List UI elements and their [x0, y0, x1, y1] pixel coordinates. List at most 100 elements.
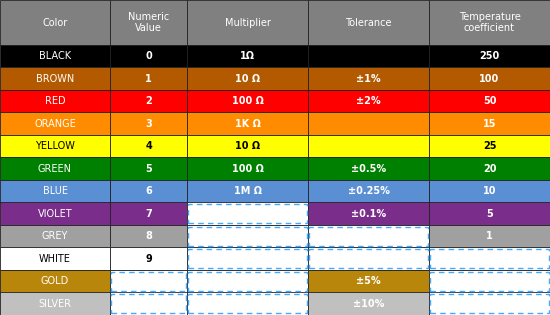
Bar: [0, 158, 110, 180]
Text: 25: 25: [483, 141, 496, 151]
Text: ±10%: ±10%: [353, 299, 384, 309]
Bar: [111, 272, 186, 291]
Bar: [110, 112, 187, 135]
Text: Color: Color: [42, 18, 68, 27]
Bar: [0, 203, 110, 225]
Bar: [429, 45, 550, 67]
Bar: [0, 180, 110, 203]
Bar: [187, 112, 308, 135]
Text: 100: 100: [480, 74, 499, 84]
Text: 20: 20: [483, 164, 496, 174]
Bar: [110, 225, 187, 248]
Text: 1: 1: [145, 74, 152, 84]
Bar: [187, 67, 308, 90]
Text: 250: 250: [480, 51, 499, 61]
Bar: [429, 0, 550, 45]
Bar: [0, 293, 110, 315]
Bar: [111, 294, 186, 313]
Bar: [0, 67, 110, 90]
Text: GREEN: GREEN: [38, 164, 72, 174]
Bar: [187, 203, 308, 225]
Bar: [110, 203, 187, 225]
Text: WHITE: WHITE: [39, 254, 71, 264]
Bar: [429, 112, 550, 135]
Bar: [110, 135, 187, 158]
Text: 1Ω: 1Ω: [240, 51, 255, 61]
Bar: [187, 90, 308, 112]
Text: 3: 3: [145, 119, 152, 129]
Bar: [309, 249, 428, 268]
Text: ±0.25%: ±0.25%: [348, 186, 389, 196]
Text: 2: 2: [145, 96, 152, 106]
Bar: [430, 249, 549, 268]
Text: 5: 5: [486, 209, 493, 219]
Text: BLUE: BLUE: [42, 186, 68, 196]
Bar: [0, 135, 110, 158]
Text: VIOLET: VIOLET: [38, 209, 72, 219]
Bar: [110, 0, 187, 45]
Bar: [110, 90, 187, 112]
Bar: [308, 293, 429, 315]
Bar: [0, 248, 110, 270]
Text: 8: 8: [145, 231, 152, 241]
Text: 1K Ω: 1K Ω: [234, 119, 261, 129]
Text: RED: RED: [45, 96, 65, 106]
Bar: [429, 67, 550, 90]
Bar: [187, 248, 308, 270]
Text: GREY: GREY: [42, 231, 68, 241]
Text: 10 Ω: 10 Ω: [235, 74, 260, 84]
Bar: [110, 248, 187, 270]
Text: 5: 5: [145, 164, 152, 174]
Text: Multiplier: Multiplier: [224, 18, 271, 27]
Bar: [429, 180, 550, 203]
Bar: [110, 293, 187, 315]
Bar: [429, 158, 550, 180]
Bar: [188, 249, 307, 268]
Bar: [429, 270, 550, 293]
Bar: [110, 45, 187, 67]
Bar: [187, 158, 308, 180]
Bar: [187, 293, 308, 315]
Text: 10 Ω: 10 Ω: [235, 141, 260, 151]
Text: ±2%: ±2%: [356, 96, 381, 106]
Text: Numeric
Value: Numeric Value: [128, 12, 169, 33]
Text: 100 Ω: 100 Ω: [232, 164, 263, 174]
Text: 50: 50: [483, 96, 496, 106]
Bar: [430, 294, 549, 313]
Bar: [308, 67, 429, 90]
Text: 7: 7: [145, 209, 152, 219]
Bar: [0, 112, 110, 135]
Bar: [308, 203, 429, 225]
Bar: [0, 45, 110, 67]
Bar: [110, 67, 187, 90]
Text: 4: 4: [145, 141, 152, 151]
Bar: [187, 135, 308, 158]
Bar: [308, 225, 429, 248]
Bar: [187, 180, 308, 203]
Text: 10: 10: [483, 186, 496, 196]
Bar: [308, 135, 429, 158]
Bar: [429, 225, 550, 248]
Bar: [188, 204, 307, 223]
Bar: [187, 45, 308, 67]
Bar: [308, 112, 429, 135]
Bar: [308, 270, 429, 293]
Text: GOLD: GOLD: [41, 276, 69, 286]
Text: 6: 6: [145, 186, 152, 196]
Bar: [308, 180, 429, 203]
Text: YELLOW: YELLOW: [35, 141, 75, 151]
Bar: [110, 180, 187, 203]
Text: ±1%: ±1%: [356, 74, 381, 84]
Bar: [429, 293, 550, 315]
Bar: [429, 248, 550, 270]
Bar: [308, 158, 429, 180]
Bar: [309, 226, 428, 246]
Bar: [0, 90, 110, 112]
Bar: [0, 270, 110, 293]
Text: 100 Ω: 100 Ω: [232, 96, 263, 106]
Bar: [110, 270, 187, 293]
Text: 15: 15: [483, 119, 496, 129]
Bar: [110, 158, 187, 180]
Bar: [429, 203, 550, 225]
Text: 1M Ω: 1M Ω: [234, 186, 261, 196]
